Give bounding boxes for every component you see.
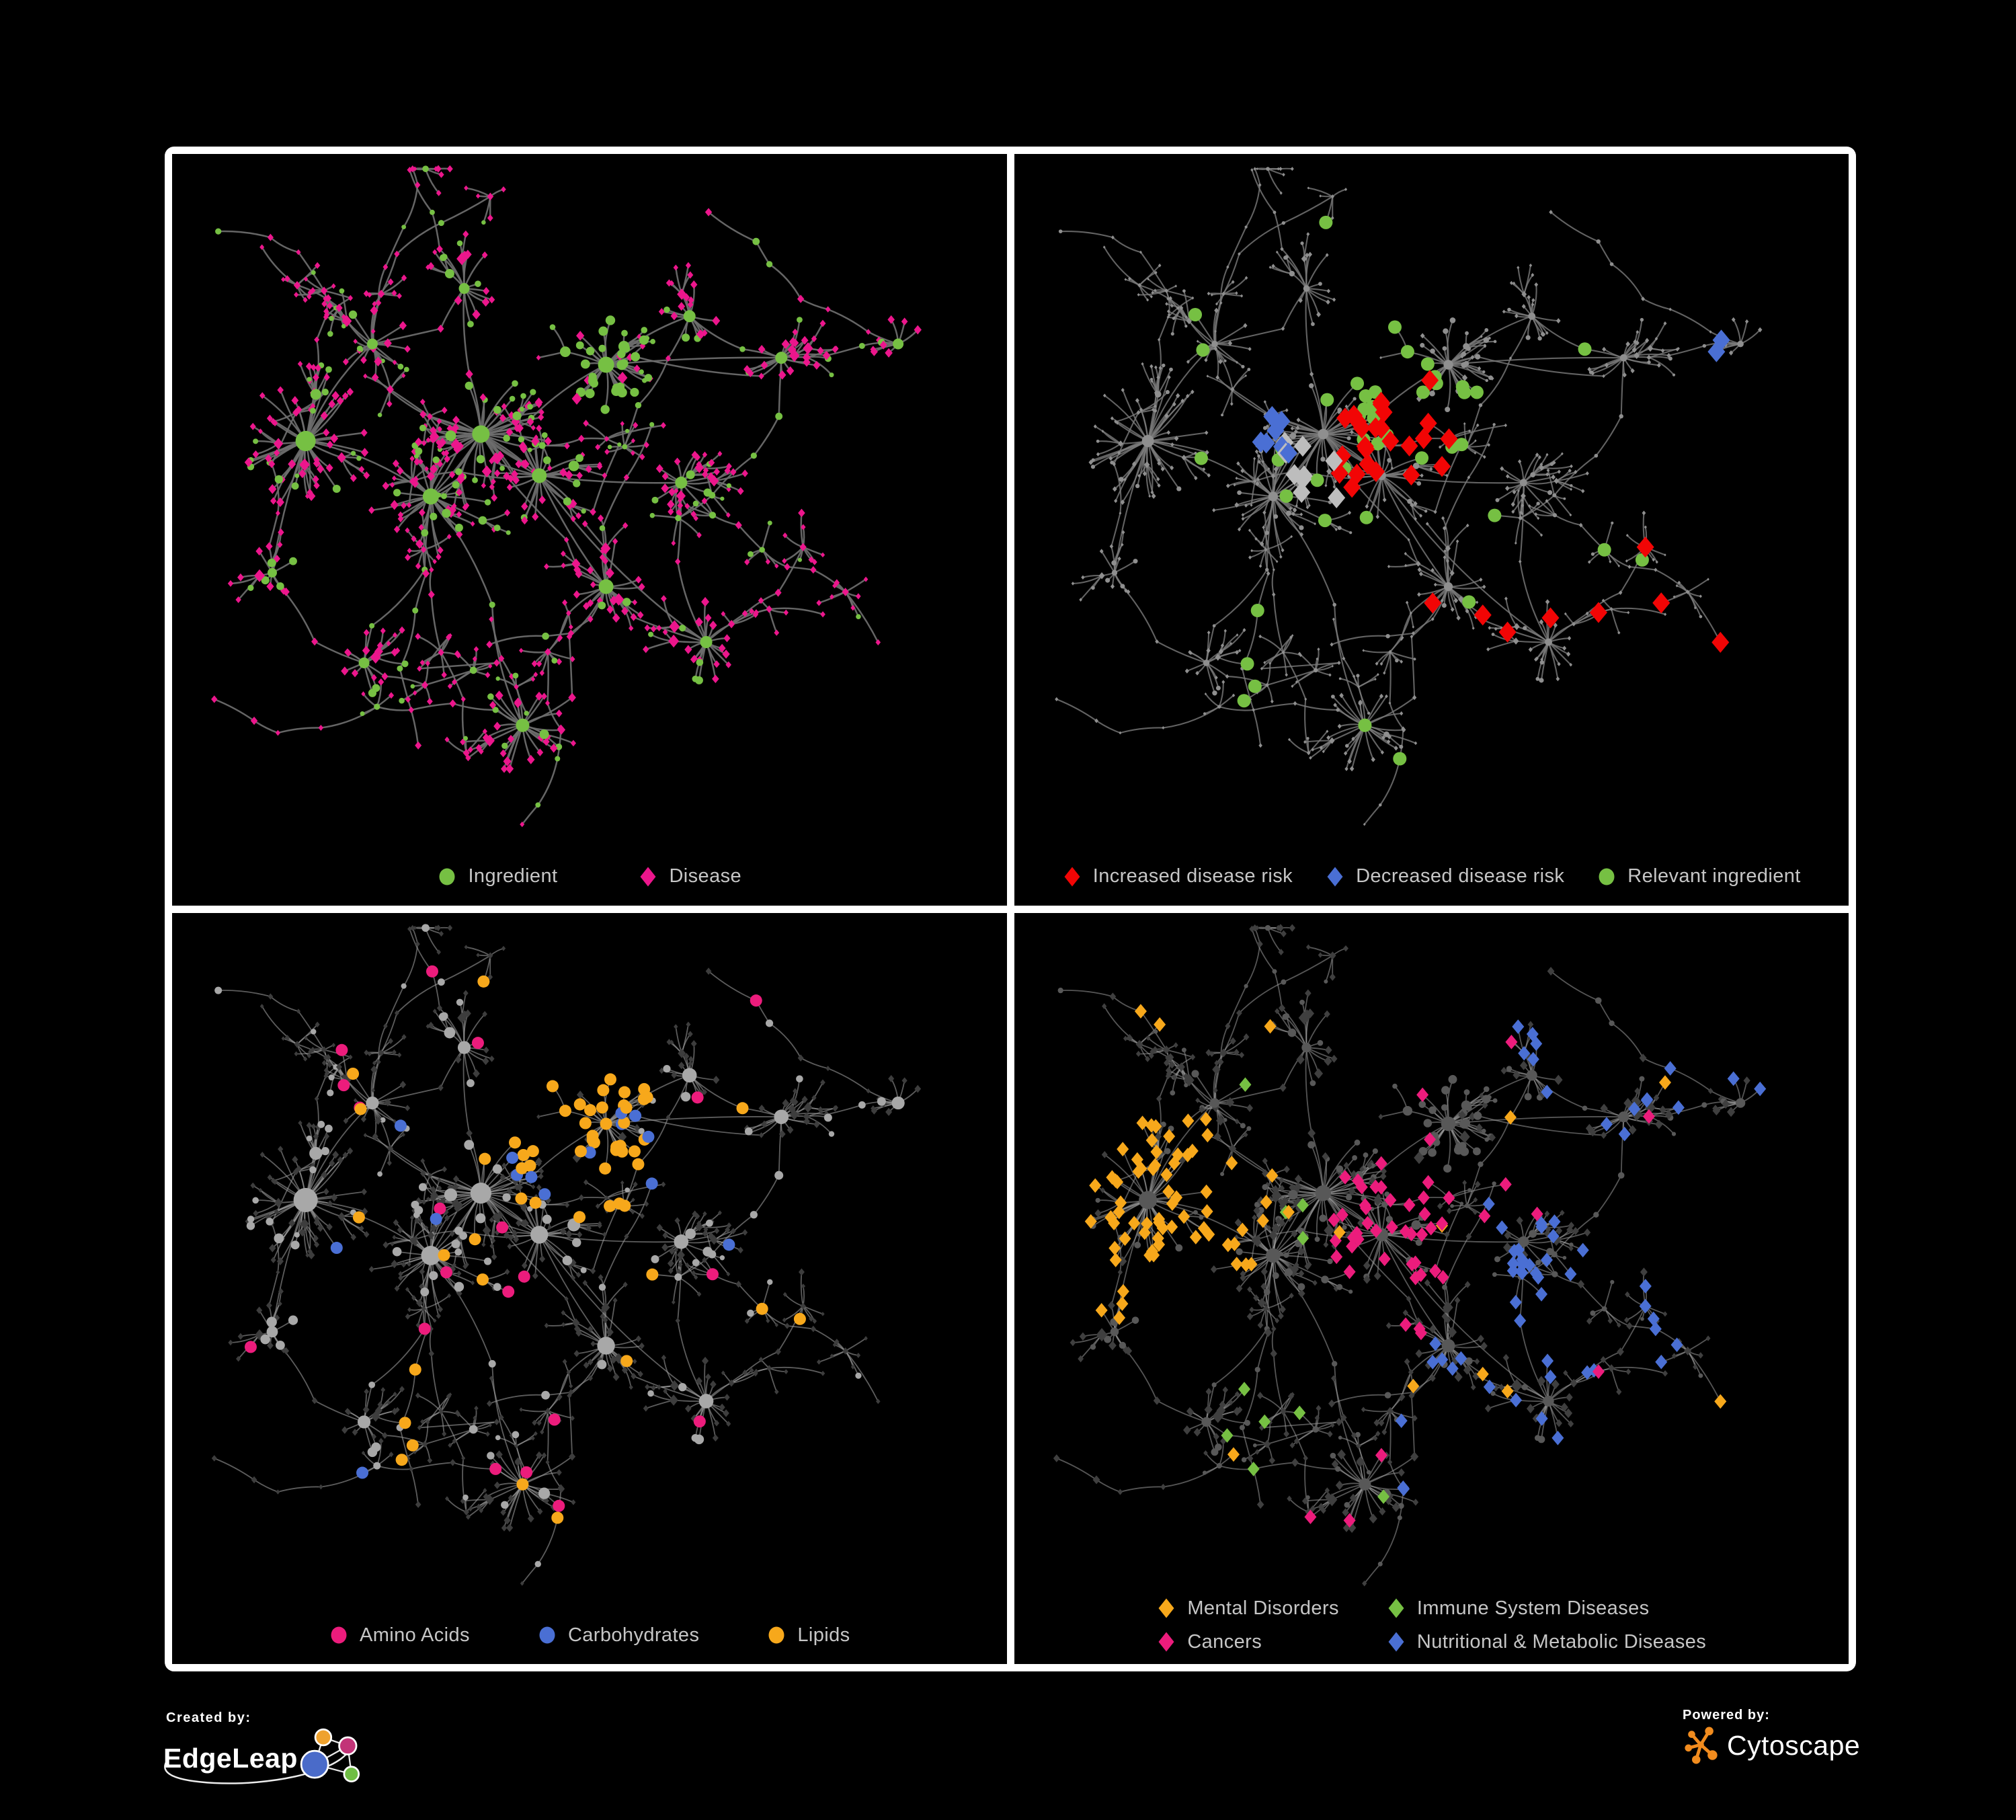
circle-icon bbox=[331, 1626, 347, 1644]
cytoscape-wordmark: Cytoscape bbox=[1727, 1729, 1861, 1761]
legend-label: Increased disease risk bbox=[1092, 865, 1293, 887]
cytoscape-logo: Cytoscape bbox=[1683, 1725, 1860, 1766]
circle-icon bbox=[539, 1626, 555, 1644]
legend-label: Nutritional & Metabolic Diseases bbox=[1416, 1630, 1707, 1653]
network-container bbox=[1014, 913, 1849, 1612]
network-graph-nutrient-classes bbox=[211, 923, 922, 1586]
circle-icon bbox=[768, 1626, 784, 1644]
legend-label: Immune System Diseases bbox=[1416, 1597, 1650, 1619]
created-by-label: Created by: bbox=[166, 1710, 251, 1725]
legend-disease-risk: Increased disease risk Decreased disease … bbox=[1014, 865, 1849, 888]
legend-disease-classes: Mental Disorders Immune System Diseases Ca… bbox=[1014, 1597, 1849, 1653]
legend-item: Ingredient bbox=[437, 865, 557, 888]
diamond-icon bbox=[1158, 1632, 1174, 1652]
legend-label: Mental Disorders bbox=[1187, 1597, 1339, 1619]
legend-item: Nutritional & Metabolic Diseases bbox=[1386, 1630, 1706, 1653]
network-container bbox=[172, 913, 1007, 1612]
diamond-icon bbox=[1388, 1598, 1404, 1618]
legend-label: Cancers bbox=[1187, 1630, 1262, 1653]
circle-icon bbox=[1599, 868, 1615, 885]
diamond-icon bbox=[640, 867, 656, 886]
network-container bbox=[1014, 154, 1849, 853]
cytoscape-brand: Powered by: Cytoscape bbox=[1683, 1708, 1860, 1766]
diamond-icon bbox=[1158, 1598, 1174, 1618]
edgeleap-logo-icon bbox=[300, 1728, 360, 1782]
network-graph-disease-classes bbox=[1053, 923, 1766, 1587]
legend-item: Amino Acids bbox=[329, 1624, 470, 1647]
legend-label: Carbohydrates bbox=[567, 1624, 700, 1646]
edgeleap-wordmark: EdgeLeap bbox=[163, 1742, 298, 1774]
legend-item: Decreased disease risk bbox=[1325, 865, 1564, 888]
legend-item: Disease bbox=[638, 865, 741, 888]
legend-item: Immune System Diseases bbox=[1386, 1597, 1706, 1620]
legend-label: Lipids bbox=[797, 1624, 850, 1646]
panel-disease-classes: Mental Disorders Immune System Diseases Ca… bbox=[1014, 912, 1849, 1664]
edgeleap-logo: EdgeLeap bbox=[163, 1726, 364, 1790]
legend-item: Mental Disorders bbox=[1156, 1597, 1339, 1620]
legend-nutrient-classes: Amino Acids Carbohydrates Lipids bbox=[172, 1624, 1007, 1647]
panel-disease-risk: Increased disease risk Decreased disease … bbox=[1014, 154, 1849, 906]
network-container bbox=[172, 154, 1007, 853]
legend-label: Amino Acids bbox=[359, 1624, 470, 1646]
circle-icon bbox=[439, 868, 455, 885]
legend-label: Disease bbox=[669, 865, 742, 887]
panel-nutrient-classes: Amino Acids Carbohydrates Lipids bbox=[172, 912, 1007, 1664]
panel-ingredient-disease: Ingredient Disease bbox=[172, 154, 1007, 906]
legend-label: Decreased disease risk bbox=[1356, 865, 1565, 887]
legend-item: Cancers bbox=[1156, 1630, 1339, 1653]
legend-item: Relevant ingredient bbox=[1597, 865, 1800, 888]
legend-label: Ingredient bbox=[468, 865, 558, 887]
legend-item: Increased disease risk bbox=[1062, 865, 1293, 888]
diamond-icon bbox=[1064, 867, 1080, 886]
legend-ingredient-disease: Ingredient Disease bbox=[172, 865, 1007, 888]
panels-grid: Ingredient Disease Increased disease risk… bbox=[165, 147, 1856, 1671]
diamond-icon bbox=[1327, 867, 1343, 886]
legend-label: Relevant ingredient bbox=[1627, 865, 1801, 887]
legend-item: Carbohydrates bbox=[537, 1624, 699, 1647]
cytoscape-logo-icon bbox=[1685, 1727, 1718, 1764]
powered-by-label: Powered by: bbox=[1683, 1708, 1770, 1723]
edgeleap-brand: Created by: EdgeLeap bbox=[163, 1710, 364, 1790]
network-graph-ingredient-disease bbox=[211, 165, 922, 828]
network-graph-disease-risk bbox=[1054, 167, 1762, 826]
legend-item: Lipids bbox=[766, 1624, 850, 1647]
diamond-icon bbox=[1388, 1632, 1404, 1652]
